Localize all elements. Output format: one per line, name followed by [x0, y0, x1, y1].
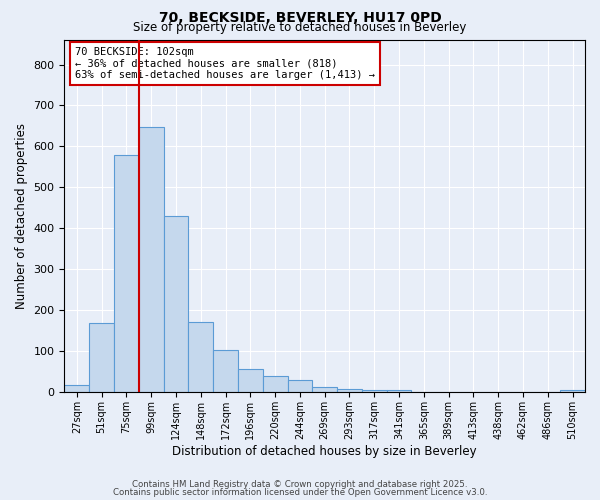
Text: 70 BECKSIDE: 102sqm
← 36% of detached houses are smaller (818)
63% of semi-detac: 70 BECKSIDE: 102sqm ← 36% of detached ho… — [75, 47, 375, 80]
Text: Contains public sector information licensed under the Open Government Licence v3: Contains public sector information licen… — [113, 488, 487, 497]
Bar — [139, 127, 164, 392]
Bar — [337, 388, 362, 392]
Text: Contains HM Land Registry data © Crown copyright and database right 2025.: Contains HM Land Registry data © Crown c… — [132, 480, 468, 489]
Bar — [213, 350, 238, 392]
Bar — [560, 390, 585, 392]
Text: 70, BECKSIDE, BEVERLEY, HU17 0PD: 70, BECKSIDE, BEVERLEY, HU17 0PD — [158, 11, 442, 25]
Text: Size of property relative to detached houses in Beverley: Size of property relative to detached ho… — [133, 22, 467, 35]
Bar — [64, 384, 89, 392]
Bar — [263, 376, 287, 392]
Bar — [362, 390, 386, 392]
X-axis label: Distribution of detached houses by size in Beverley: Distribution of detached houses by size … — [172, 444, 477, 458]
Bar — [114, 154, 139, 392]
Bar — [238, 370, 263, 392]
Bar — [89, 323, 114, 392]
Bar — [313, 386, 337, 392]
Bar — [188, 322, 213, 392]
Bar — [386, 390, 412, 392]
Bar — [164, 216, 188, 392]
Y-axis label: Number of detached properties: Number of detached properties — [15, 123, 28, 309]
Bar — [287, 380, 313, 392]
